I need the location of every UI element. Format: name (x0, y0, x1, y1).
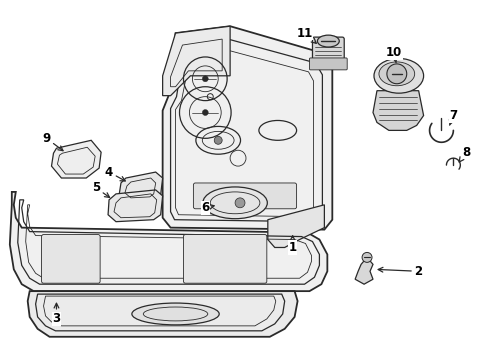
FancyBboxPatch shape (309, 58, 346, 70)
Ellipse shape (373, 58, 423, 93)
Polygon shape (267, 205, 324, 247)
FancyBboxPatch shape (41, 235, 100, 283)
Polygon shape (163, 26, 332, 230)
Circle shape (386, 64, 406, 84)
Circle shape (202, 109, 208, 116)
Ellipse shape (317, 35, 339, 47)
Text: 5: 5 (92, 181, 109, 197)
Ellipse shape (378, 62, 414, 86)
Polygon shape (51, 140, 101, 178)
Text: 6: 6 (201, 201, 214, 214)
FancyBboxPatch shape (312, 37, 344, 63)
Ellipse shape (203, 187, 267, 219)
Text: 10: 10 (385, 46, 401, 63)
Polygon shape (28, 291, 297, 337)
Circle shape (235, 198, 244, 208)
Circle shape (214, 136, 222, 144)
Text: 4: 4 (105, 166, 125, 181)
Circle shape (202, 76, 208, 82)
Polygon shape (108, 190, 163, 222)
Text: 9: 9 (42, 132, 63, 151)
Polygon shape (10, 192, 326, 291)
Polygon shape (354, 257, 372, 284)
Text: 1: 1 (288, 236, 296, 254)
Text: 3: 3 (52, 303, 61, 325)
FancyBboxPatch shape (226, 189, 241, 203)
Text: 8: 8 (458, 146, 469, 162)
Polygon shape (163, 26, 230, 96)
Text: 11: 11 (296, 27, 316, 43)
Text: 2: 2 (377, 265, 422, 278)
Polygon shape (119, 172, 163, 202)
FancyBboxPatch shape (183, 235, 266, 283)
Text: 7: 7 (448, 109, 456, 125)
Polygon shape (372, 91, 423, 130)
Ellipse shape (132, 303, 219, 325)
Circle shape (361, 252, 371, 262)
FancyBboxPatch shape (193, 183, 296, 209)
